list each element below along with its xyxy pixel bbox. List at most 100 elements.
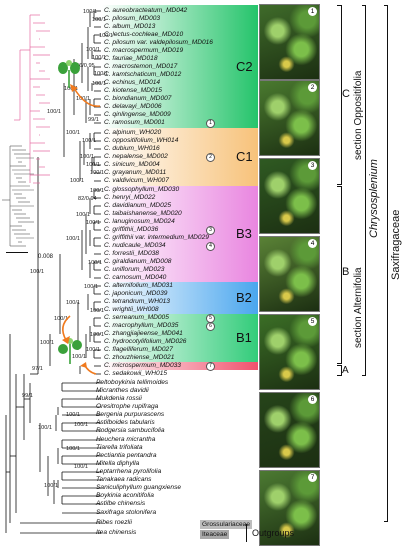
taxon-label: C. kiotense_MD015 bbox=[104, 87, 162, 94]
support-value: 100/1 bbox=[88, 260, 102, 266]
taxon-label: C. microspermum_MD033 bbox=[104, 362, 181, 369]
plant-photo-3: 3 bbox=[259, 158, 320, 234]
taxon-label: C. serreanum_MD005 bbox=[104, 314, 169, 321]
scale-value: 0.008 bbox=[38, 254, 54, 260]
photo-number: 7 bbox=[308, 473, 317, 482]
support-value: 100/1 bbox=[40, 340, 54, 346]
transition-arrow-icon bbox=[62, 315, 71, 344]
support-value: 100/1 bbox=[90, 170, 104, 176]
support-value: 100/1 bbox=[66, 236, 80, 242]
taxon-label: C. dubium_WH016 bbox=[104, 145, 160, 152]
taxon-label: C. alternifolium_MD031 bbox=[104, 282, 173, 289]
taxon-label: C. macrospermum_MD019 bbox=[104, 47, 184, 54]
taxon-marker: 2 bbox=[206, 153, 215, 162]
taxon-label: Mitella diphylla bbox=[96, 460, 140, 467]
clade-band-b2 bbox=[102, 282, 258, 314]
taxon-label: Leptarrhena pyrolifolia bbox=[96, 468, 162, 475]
support-value: 100/1 bbox=[74, 422, 88, 428]
taxon-marker: 1 bbox=[206, 119, 215, 128]
section-c-label: C bbox=[342, 88, 350, 100]
support-value: 100/1 bbox=[92, 81, 106, 87]
taxon-label: C. qinlingense_MD009 bbox=[104, 111, 171, 118]
taxon-label: C. zhangjiajieense_MD041 bbox=[104, 330, 183, 337]
support-value: 100/1 bbox=[66, 300, 80, 306]
support-value: 100/1 bbox=[80, 154, 94, 160]
taxon-label: C. nepalense_MD002 bbox=[104, 153, 168, 160]
taxon-label: C. lectus-cochleae_MD010 bbox=[104, 31, 184, 38]
taxon-label: C. fauriae_MD018 bbox=[104, 55, 158, 62]
taxon-label: C. delavayi_MD006 bbox=[104, 103, 162, 110]
taxon-label: C. macrostemon_MD017 bbox=[104, 63, 178, 70]
taxon-label: C. davidianum_MD025 bbox=[104, 202, 172, 209]
taxon-label: C. oppositifolium_WH014 bbox=[104, 137, 179, 144]
taxon-label: C. alpinum_WH020 bbox=[104, 129, 162, 136]
taxon-label: C. wrightii_WH008 bbox=[104, 306, 159, 313]
taxon-label: C. sedakowii_WH015 bbox=[104, 370, 168, 377]
clade-band-b1 bbox=[102, 314, 258, 362]
grossulariaceae-tag: Grossulariaceae bbox=[200, 520, 253, 529]
taxon-label: Heuchera micrantha bbox=[96, 436, 156, 443]
photo-number: 5 bbox=[308, 317, 317, 326]
taxon-label: C. flagelliferum_MD027 bbox=[104, 346, 173, 353]
taxon-label: Saxifraga stolonifera bbox=[96, 509, 157, 516]
genus-label: Chrysosplenium bbox=[368, 159, 380, 238]
support-value: 100/1 bbox=[84, 284, 98, 290]
support-value: 100/1 bbox=[90, 332, 104, 338]
plant-photo-4: 4 bbox=[259, 236, 320, 312]
bracket-b bbox=[337, 186, 342, 364]
support-value: 100/1 bbox=[99, 33, 113, 39]
taxon-label: C. album_MD013 bbox=[104, 23, 156, 30]
support-value: 100/1 bbox=[86, 347, 100, 353]
taxon-label: Rodgersia sambucifolia bbox=[96, 427, 165, 434]
support-value: 100/1 bbox=[44, 483, 58, 489]
taxon-label: Itea chinensis bbox=[96, 529, 137, 536]
clade-band-c1 bbox=[102, 128, 258, 186]
section-a-label: A bbox=[342, 365, 349, 376]
taxon-label: C. carnosum_MD040 bbox=[104, 274, 167, 281]
support-value: 99/1 bbox=[88, 117, 99, 123]
alternate-leaf-plant-icon bbox=[58, 338, 82, 364]
support-value: 100/1 bbox=[92, 55, 106, 61]
taxon-label: C. biondianum_MD007 bbox=[104, 95, 172, 102]
support-value: 99/1 bbox=[22, 393, 33, 399]
taxon-label: Tiarella trifoliata bbox=[96, 444, 143, 451]
support-value: 100/1 bbox=[90, 308, 104, 314]
support-value: 100/1 bbox=[92, 17, 106, 23]
support-value: 100/1 bbox=[72, 354, 86, 360]
taxon-label: C. valdivicum_WH007 bbox=[104, 177, 169, 184]
support-value: 100/1 bbox=[82, 138, 96, 144]
section-b-label: B bbox=[342, 266, 350, 278]
taxon-label: C. sinicum_MD004 bbox=[104, 161, 160, 168]
plant-photo-7: 7 bbox=[259, 470, 320, 546]
support-value: 100/1 bbox=[74, 464, 88, 470]
support-value: 100/1 bbox=[66, 412, 80, 418]
support-value: 100/1 bbox=[66, 446, 80, 452]
taxon-label: C. aureobracteatum_MD042 bbox=[104, 7, 188, 14]
taxon-label: C. grayanum_MD011 bbox=[104, 169, 167, 176]
taxon-label: C. lanuginosum_MD024 bbox=[104, 218, 175, 225]
taxon-label: Oresitrophe rupifraga bbox=[96, 403, 159, 410]
transition-arrow-icon bbox=[70, 84, 101, 107]
bracket-c bbox=[337, 5, 342, 185]
photo-number: 4 bbox=[308, 239, 317, 248]
support-value: 100/1 bbox=[30, 269, 44, 275]
taxon-label: Saniculiphyllum guangxiense bbox=[96, 484, 182, 491]
taxon-label: C. japonicum_MD039 bbox=[104, 290, 168, 297]
taxon-label: C. pilosum_MD003 bbox=[104, 15, 161, 22]
support-value: 66/0.95 bbox=[76, 63, 95, 69]
taxon-label: C. tetrandrum_WH013 bbox=[104, 298, 170, 305]
taxon-label: C. forrestii_MD038 bbox=[104, 250, 159, 257]
clade-band-a bbox=[102, 362, 258, 370]
scale-bar bbox=[6, 252, 28, 253]
taxon-label: Bergenia purpurascens bbox=[96, 411, 165, 418]
plant-photo-6: 6 bbox=[259, 392, 320, 468]
support-value: 100/1 bbox=[70, 178, 84, 184]
clade-label-c2: C2 bbox=[236, 58, 253, 74]
inset-mini-tree bbox=[2, 145, 34, 247]
iteaceae-tag: Iteaceae bbox=[200, 530, 230, 539]
support-value: 100/1 bbox=[47, 109, 61, 115]
taxon-marker: 3 bbox=[206, 226, 215, 235]
taxon-label: C. macrophyllum_MD035 bbox=[104, 322, 179, 329]
support-value: 100/1 bbox=[86, 220, 100, 226]
